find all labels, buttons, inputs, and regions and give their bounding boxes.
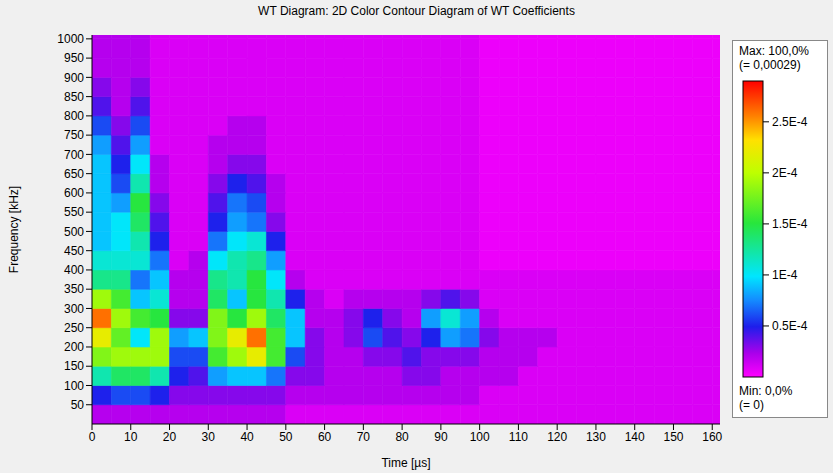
svg-text:80: 80 bbox=[395, 430, 409, 444]
svg-text:700: 700 bbox=[64, 148, 84, 162]
svg-text:550: 550 bbox=[64, 205, 84, 219]
svg-text:250: 250 bbox=[64, 321, 84, 335]
svg-text:950: 950 bbox=[64, 51, 84, 65]
svg-text:20: 20 bbox=[163, 430, 177, 444]
svg-text:140: 140 bbox=[625, 430, 645, 444]
svg-text:60: 60 bbox=[318, 430, 332, 444]
svg-text:1E-4: 1E-4 bbox=[772, 268, 798, 282]
svg-text:(= 0,00029): (= 0,00029) bbox=[739, 58, 801, 72]
svg-text:1.5E-4: 1.5E-4 bbox=[772, 217, 808, 231]
svg-text:600: 600 bbox=[64, 186, 84, 200]
svg-text:100: 100 bbox=[64, 379, 84, 393]
svg-text:30: 30 bbox=[202, 430, 216, 444]
svg-text:10: 10 bbox=[124, 430, 138, 444]
svg-text:650: 650 bbox=[64, 167, 84, 181]
svg-text:100: 100 bbox=[470, 430, 490, 444]
svg-text:150: 150 bbox=[64, 359, 84, 373]
svg-text:400: 400 bbox=[64, 263, 84, 277]
svg-text:160: 160 bbox=[702, 430, 722, 444]
svg-text:150: 150 bbox=[663, 430, 683, 444]
svg-text:0.5E-4: 0.5E-4 bbox=[772, 319, 808, 333]
svg-text:200: 200 bbox=[64, 340, 84, 354]
svg-text:130: 130 bbox=[586, 430, 606, 444]
svg-text:850: 850 bbox=[64, 90, 84, 104]
svg-text:Max: 100,0%: Max: 100,0% bbox=[739, 44, 809, 58]
svg-text:800: 800 bbox=[64, 109, 84, 123]
svg-text:Min: 0,0%: Min: 0,0% bbox=[739, 384, 793, 398]
svg-text:120: 120 bbox=[547, 430, 567, 444]
svg-text:2E-4: 2E-4 bbox=[772, 166, 798, 180]
svg-text:110: 110 bbox=[509, 430, 528, 444]
svg-text:70: 70 bbox=[357, 430, 371, 444]
svg-text:50: 50 bbox=[71, 398, 85, 412]
svg-text:750: 750 bbox=[64, 128, 84, 142]
svg-text:Time [µs]: Time [µs] bbox=[381, 456, 430, 470]
svg-text:300: 300 bbox=[64, 302, 84, 316]
svg-text:1000: 1000 bbox=[57, 32, 84, 46]
svg-text:50: 50 bbox=[279, 430, 293, 444]
svg-text:0: 0 bbox=[89, 430, 96, 444]
svg-text:90: 90 bbox=[434, 430, 448, 444]
svg-text:350: 350 bbox=[64, 282, 84, 296]
svg-text:900: 900 bbox=[64, 71, 84, 85]
svg-text:450: 450 bbox=[64, 244, 84, 258]
svg-text:40: 40 bbox=[240, 430, 254, 444]
svg-text:500: 500 bbox=[64, 225, 84, 239]
svg-text:2.5E-4: 2.5E-4 bbox=[772, 115, 808, 129]
html-text:WT Diagram: 2D Color Contour D: WT Diagram: 2D Color Contour Diagram of … bbox=[258, 4, 575, 18]
svg-text:Frequency [kHz]: Frequency [kHz] bbox=[7, 186, 21, 273]
svg-text:(= 0): (= 0) bbox=[739, 398, 764, 412]
